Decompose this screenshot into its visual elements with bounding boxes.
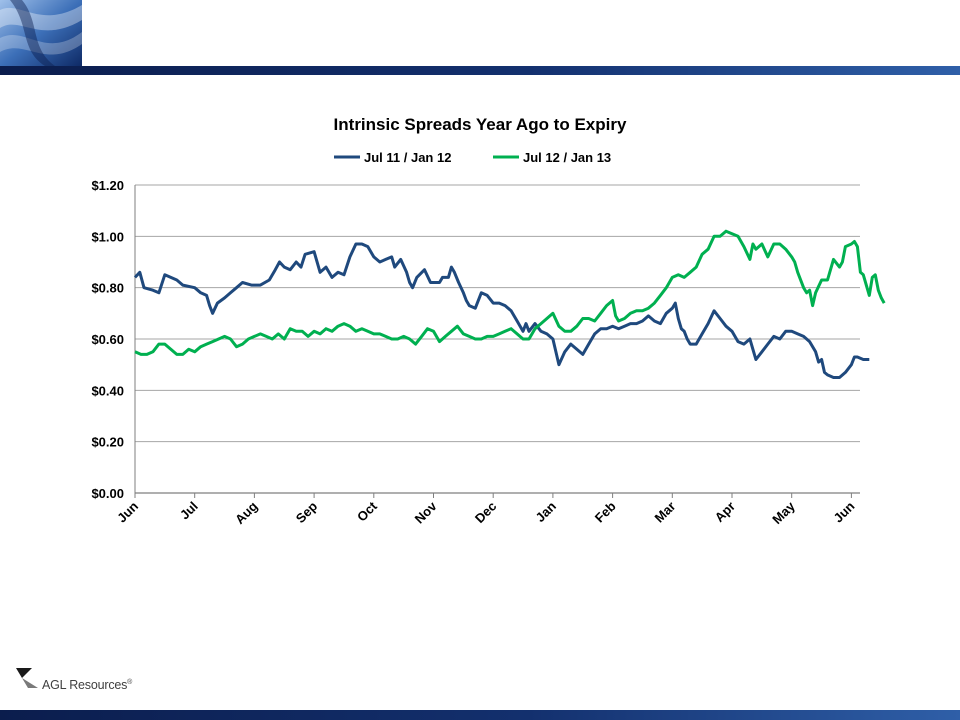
x-axis: Jun Jul Aug Sep Oct Nov Dec Jan Feb Mar Apr May Jun (114, 493, 858, 527)
y-tick-label: $0.20 (91, 435, 124, 450)
legend: Jul 11 / Jan 12 Jul 12 / Jan 13 (334, 150, 611, 165)
x-tick-label: Oct (354, 498, 380, 524)
series-lines (133, 229, 886, 379)
y-tick-label: $1.00 (91, 229, 124, 244)
x-tick-label: May (769, 498, 798, 527)
x-tick-label: Jan (533, 498, 559, 524)
y-tick-label: $0.60 (91, 332, 124, 347)
x-tick-label: Mar (651, 499, 678, 526)
legend-label-jul12: Jul 12 / Jan 13 (523, 150, 611, 165)
x-tick-label: Sep (293, 498, 321, 526)
x-tick-label: Jun (114, 498, 141, 525)
footer-brand-name: AGL Resources (42, 678, 128, 692)
x-tick-label: Jun (831, 498, 858, 525)
x-tick-label: Nov (412, 498, 441, 527)
legend-label-jul11: Jul 11 / Jan 12 (364, 150, 451, 165)
chart-title: Intrinsic Spreads Year Ago to Expiry (334, 115, 627, 134)
y-tick-label: $0.40 (91, 383, 124, 398)
x-tick-label: Aug (232, 498, 261, 527)
series-line-jul11-jan12 (133, 242, 870, 379)
x-tick-label: Apr (712, 499, 738, 525)
footer-bar (0, 710, 960, 720)
gridlines (134, 184, 860, 494)
y-tick-label: $0.00 (91, 486, 124, 501)
footer-brand-mark: ® (127, 678, 133, 686)
header-bar (0, 66, 960, 75)
series-line-jul12-jan13 (134, 229, 886, 356)
header-logo-graphic (0, 0, 82, 66)
x-tick-label: Dec (472, 499, 499, 526)
y-tick-label: $1.20 (91, 178, 124, 193)
footer-brand-text: AGL Resources® (42, 678, 132, 692)
footer-logo: AGL Resources® (14, 664, 154, 700)
header-wave-graphic (0, 0, 82, 66)
agl-logo-icon (16, 668, 38, 688)
x-tick-label: Jul (177, 499, 201, 523)
x-tick-label: Feb (592, 498, 619, 525)
y-tick-label: $0.80 (91, 281, 124, 296)
y-axis-ticks: $0.00 $0.20 $0.40 $0.60 $0.80 $1.00 $1.20 (91, 178, 124, 501)
